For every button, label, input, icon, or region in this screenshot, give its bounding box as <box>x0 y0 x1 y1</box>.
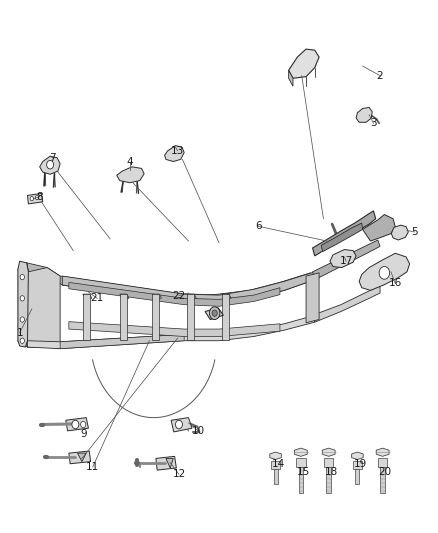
Polygon shape <box>378 458 388 466</box>
Polygon shape <box>391 225 408 240</box>
Polygon shape <box>322 448 335 456</box>
Polygon shape <box>152 294 159 340</box>
Polygon shape <box>69 282 280 306</box>
Polygon shape <box>270 452 281 459</box>
Polygon shape <box>353 461 362 469</box>
Polygon shape <box>171 418 192 432</box>
Text: 3: 3 <box>370 118 377 128</box>
Polygon shape <box>28 193 43 204</box>
Polygon shape <box>28 316 315 349</box>
Circle shape <box>20 296 25 301</box>
Polygon shape <box>289 70 293 86</box>
Polygon shape <box>69 451 91 464</box>
Polygon shape <box>66 418 88 431</box>
Polygon shape <box>156 456 177 470</box>
Polygon shape <box>62 272 315 304</box>
Polygon shape <box>330 249 356 268</box>
Text: 22: 22 <box>172 290 186 301</box>
Polygon shape <box>18 261 28 347</box>
Circle shape <box>20 317 25 322</box>
Polygon shape <box>299 466 303 494</box>
Polygon shape <box>222 294 229 340</box>
Text: 6: 6 <box>255 221 261 231</box>
Polygon shape <box>274 469 278 484</box>
Text: 10: 10 <box>191 426 205 436</box>
Polygon shape <box>289 49 319 78</box>
Circle shape <box>209 307 220 319</box>
Text: 8: 8 <box>36 191 43 201</box>
Polygon shape <box>363 215 395 241</box>
Polygon shape <box>222 294 231 298</box>
Circle shape <box>81 421 86 427</box>
Polygon shape <box>152 294 162 298</box>
Polygon shape <box>25 263 60 349</box>
Polygon shape <box>205 308 223 319</box>
Text: 1: 1 <box>16 328 23 338</box>
Circle shape <box>20 274 25 280</box>
Text: 7: 7 <box>49 153 56 163</box>
Polygon shape <box>296 458 306 466</box>
Text: 19: 19 <box>354 459 367 469</box>
Polygon shape <box>356 469 359 484</box>
Polygon shape <box>60 334 184 349</box>
Text: 20: 20 <box>379 467 392 477</box>
Text: 2: 2 <box>377 70 383 80</box>
Polygon shape <box>376 448 389 456</box>
Polygon shape <box>83 294 90 340</box>
Polygon shape <box>165 146 184 161</box>
Polygon shape <box>321 223 363 252</box>
Polygon shape <box>326 466 331 494</box>
Text: 14: 14 <box>272 459 285 469</box>
Text: 9: 9 <box>80 429 87 439</box>
Text: 11: 11 <box>86 462 99 472</box>
Text: 4: 4 <box>127 157 133 166</box>
Polygon shape <box>271 461 280 469</box>
Text: 18: 18 <box>325 467 338 477</box>
Polygon shape <box>117 167 144 183</box>
Polygon shape <box>78 453 86 462</box>
Polygon shape <box>306 273 319 322</box>
Polygon shape <box>356 108 372 122</box>
Text: 17: 17 <box>339 256 353 266</box>
Polygon shape <box>381 466 385 494</box>
Circle shape <box>47 160 53 169</box>
Circle shape <box>72 420 79 429</box>
Polygon shape <box>324 458 333 466</box>
Polygon shape <box>83 294 92 298</box>
Polygon shape <box>187 294 194 340</box>
Text: 16: 16 <box>389 278 402 288</box>
Polygon shape <box>187 294 196 298</box>
Polygon shape <box>40 156 60 174</box>
Polygon shape <box>313 211 376 256</box>
Text: 5: 5 <box>412 227 418 237</box>
Polygon shape <box>27 263 315 304</box>
Circle shape <box>212 310 217 317</box>
Text: 21: 21 <box>91 293 104 303</box>
Polygon shape <box>359 253 410 290</box>
Polygon shape <box>69 321 280 336</box>
Polygon shape <box>352 452 363 459</box>
Polygon shape <box>294 448 307 456</box>
Circle shape <box>30 197 34 201</box>
Circle shape <box>176 420 183 429</box>
Text: 13: 13 <box>171 146 184 156</box>
Circle shape <box>379 266 390 279</box>
Polygon shape <box>166 458 173 468</box>
Polygon shape <box>313 286 380 322</box>
Polygon shape <box>120 294 129 298</box>
Circle shape <box>35 196 39 200</box>
Text: 12: 12 <box>172 470 186 479</box>
Polygon shape <box>313 240 380 280</box>
Text: 15: 15 <box>297 467 310 477</box>
Circle shape <box>20 338 25 343</box>
Polygon shape <box>120 294 127 340</box>
